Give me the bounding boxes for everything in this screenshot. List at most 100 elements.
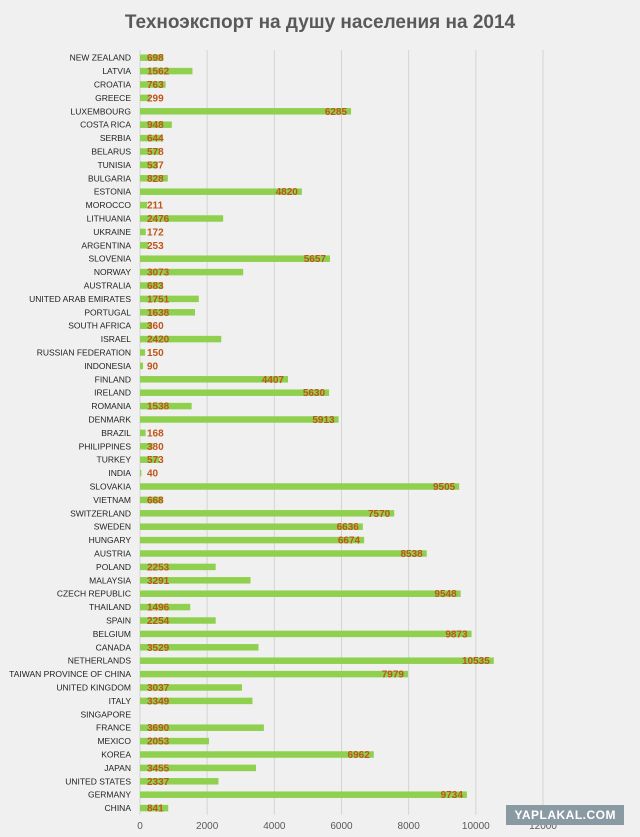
bar — [140, 496, 163, 504]
bar — [140, 590, 461, 597]
x-tick-label: 4000 — [263, 821, 286, 832]
category-label: BELGIUM — [93, 629, 131, 639]
bar — [140, 108, 352, 115]
data-label: 3529 — [147, 643, 170, 654]
x-axis-ticks: 0 2000 4000 6000 8000 10000 12000 — [137, 821, 557, 832]
data-labels: 698 1562 763 299 6285 948 644 578 537 828 4820 211 2… — [147, 53, 490, 814]
bar — [140, 416, 339, 423]
data-label: 2337 — [147, 777, 170, 788]
category-label: FINLAND — [95, 374, 131, 384]
data-label: 683 — [147, 281, 164, 292]
category-label: LITHUANIA — [87, 214, 132, 224]
data-label: 90 — [147, 361, 159, 372]
data-label: 10535 — [462, 656, 490, 667]
category-label: UNITED STATES — [65, 776, 131, 786]
category-label: VIETNAM — [93, 495, 131, 505]
data-label: 668 — [147, 495, 164, 506]
watermark-logo: YAPLAKAL.COM — [506, 805, 624, 825]
data-label: 3291 — [147, 576, 170, 587]
data-label: 5630 — [303, 388, 326, 399]
bar — [140, 242, 149, 249]
data-label: 9873 — [445, 629, 468, 640]
bar — [140, 335, 222, 343]
data-label: 3349 — [147, 696, 170, 707]
data-label: 6674 — [338, 536, 361, 547]
data-label: 6962 — [348, 750, 371, 761]
category-label: SINGAPORE — [80, 709, 131, 719]
data-label: 9734 — [441, 790, 464, 801]
bar — [140, 804, 169, 812]
data-label: 537 — [147, 160, 164, 171]
category-label: PORTUGAL — [84, 307, 131, 317]
bar — [140, 54, 164, 61]
bar — [140, 94, 151, 102]
category-label: HUNGARY — [89, 535, 132, 545]
data-label: 8538 — [400, 549, 423, 560]
x-tick-label: 2000 — [196, 821, 219, 832]
bar — [140, 657, 494, 664]
category-label: MALAYSIA — [89, 575, 131, 585]
bar — [140, 362, 144, 370]
category-label: BELARUS — [91, 147, 131, 157]
data-label: 6285 — [325, 107, 348, 118]
data-label: 380 — [147, 442, 164, 453]
bar — [140, 550, 427, 557]
category-label: NEW ZEALAND — [70, 53, 131, 63]
chart-gridlines — [139, 50, 544, 815]
x-tick-label: 10000 — [462, 821, 490, 832]
bar — [140, 510, 395, 517]
bar — [140, 469, 142, 477]
bar — [140, 402, 192, 410]
category-label: THAILAND — [89, 602, 131, 612]
category-label: CZECH REPUBLIC — [57, 589, 131, 599]
bar — [140, 188, 302, 195]
category-label: AUSTRALIA — [84, 281, 132, 291]
category-label: BULGARIA — [88, 173, 131, 183]
bar — [140, 523, 363, 530]
bar — [140, 483, 460, 490]
data-label: 9505 — [433, 482, 456, 493]
data-label: 6636 — [337, 522, 360, 533]
bar — [140, 282, 163, 289]
category-label: JAPAN — [104, 763, 131, 773]
bar — [140, 697, 253, 705]
category-label: GREECE — [95, 93, 131, 103]
bar — [140, 67, 193, 75]
category-label: LUXEMBOURG — [71, 106, 131, 116]
bar — [140, 322, 153, 329]
data-label: 172 — [147, 227, 164, 238]
bar — [140, 778, 219, 785]
category-label: LATVIA — [102, 66, 131, 76]
x-tick-label: 0 — [137, 821, 143, 832]
data-label: 7979 — [382, 670, 405, 681]
data-label: 7570 — [368, 509, 391, 520]
bar — [140, 268, 244, 276]
category-label: PHILIPPINES — [79, 441, 132, 451]
bar — [140, 228, 146, 236]
bar — [140, 215, 224, 222]
bar — [140, 349, 146, 356]
category-label: CANADA — [96, 642, 132, 652]
data-label: 948 — [147, 120, 164, 131]
category-label: BRAZIL — [101, 428, 131, 438]
category-label: SWITZERLAND — [70, 508, 131, 518]
data-label: 5913 — [312, 415, 335, 426]
data-label: 698 — [147, 53, 164, 64]
category-label: FRANCE — [96, 723, 131, 733]
category-label: SLOVAKIA — [90, 482, 132, 492]
data-label: 168 — [147, 428, 164, 439]
bar — [140, 175, 168, 182]
category-label: NORWAY — [94, 267, 131, 277]
category-label: DENMARK — [88, 415, 131, 425]
category-label: TAIWAN PROVINCE OF CHINA — [9, 669, 131, 679]
x-tick-label: 12000 — [529, 821, 557, 832]
data-label: 1751 — [147, 294, 170, 305]
bar — [140, 201, 148, 209]
bar — [140, 295, 199, 303]
bar — [140, 121, 172, 128]
category-label: SERBIA — [100, 133, 132, 143]
category-label: INDIA — [108, 468, 131, 478]
category-label: SWEDEN — [94, 522, 131, 532]
bar — [140, 161, 159, 169]
